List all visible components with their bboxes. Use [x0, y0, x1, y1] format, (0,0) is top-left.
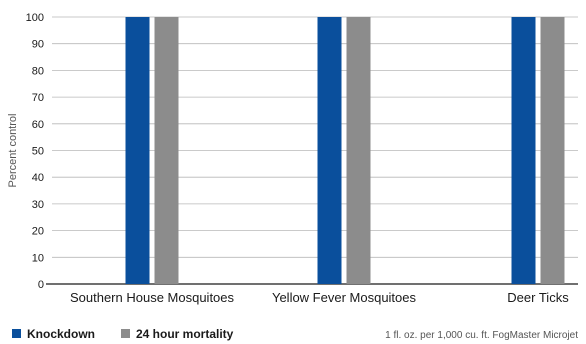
- y-tick-label: 70: [32, 92, 44, 104]
- bar-knockdown-2: [511, 17, 536, 284]
- y-tick-label: 20: [32, 226, 44, 238]
- y-tick-label: 100: [26, 12, 44, 24]
- bars: [125, 17, 565, 284]
- chart-note: 1 fl. oz. per 1,000 cu. ft. FogMaster Mi…: [385, 330, 578, 341]
- y-axis-ticks: 0 10 20 30 40 50 60 70 80 90 100: [26, 12, 44, 291]
- legend-swatch: [12, 329, 21, 338]
- y-tick-label: 0: [38, 279, 44, 291]
- y-tick-label: 10: [32, 252, 44, 264]
- y-tick-label: 60: [32, 119, 44, 131]
- y-tick-label: 40: [32, 172, 44, 184]
- bar-24-hour-mortality-1: [346, 17, 371, 284]
- bar-24-hour-mortality-2: [540, 17, 565, 284]
- bar-24-hour-mortality-0: [154, 17, 179, 284]
- y-tick-label: 80: [32, 65, 44, 77]
- legend-label: 24 hour mortality: [136, 327, 234, 341]
- y-tick-label: 30: [32, 199, 44, 211]
- bar-knockdown-1: [317, 17, 342, 284]
- x-axis-categories: Southern House Mosquitoes Yellow Fever Mo…: [70, 290, 569, 305]
- bar-knockdown-0: [125, 17, 150, 284]
- y-axis-label: Percent control: [7, 114, 19, 188]
- x-category-label: Deer Ticks: [507, 290, 569, 305]
- legend: Knockdown 24 hour mortality: [12, 327, 234, 341]
- y-tick-label: 50: [32, 146, 44, 158]
- y-tick-label: 90: [32, 39, 44, 51]
- x-category-label: Yellow Fever Mosquitoes: [272, 290, 417, 305]
- legend-label: Knockdown: [27, 327, 95, 341]
- legend-swatch: [121, 329, 130, 338]
- x-category-label: Southern House Mosquitoes: [70, 290, 235, 305]
